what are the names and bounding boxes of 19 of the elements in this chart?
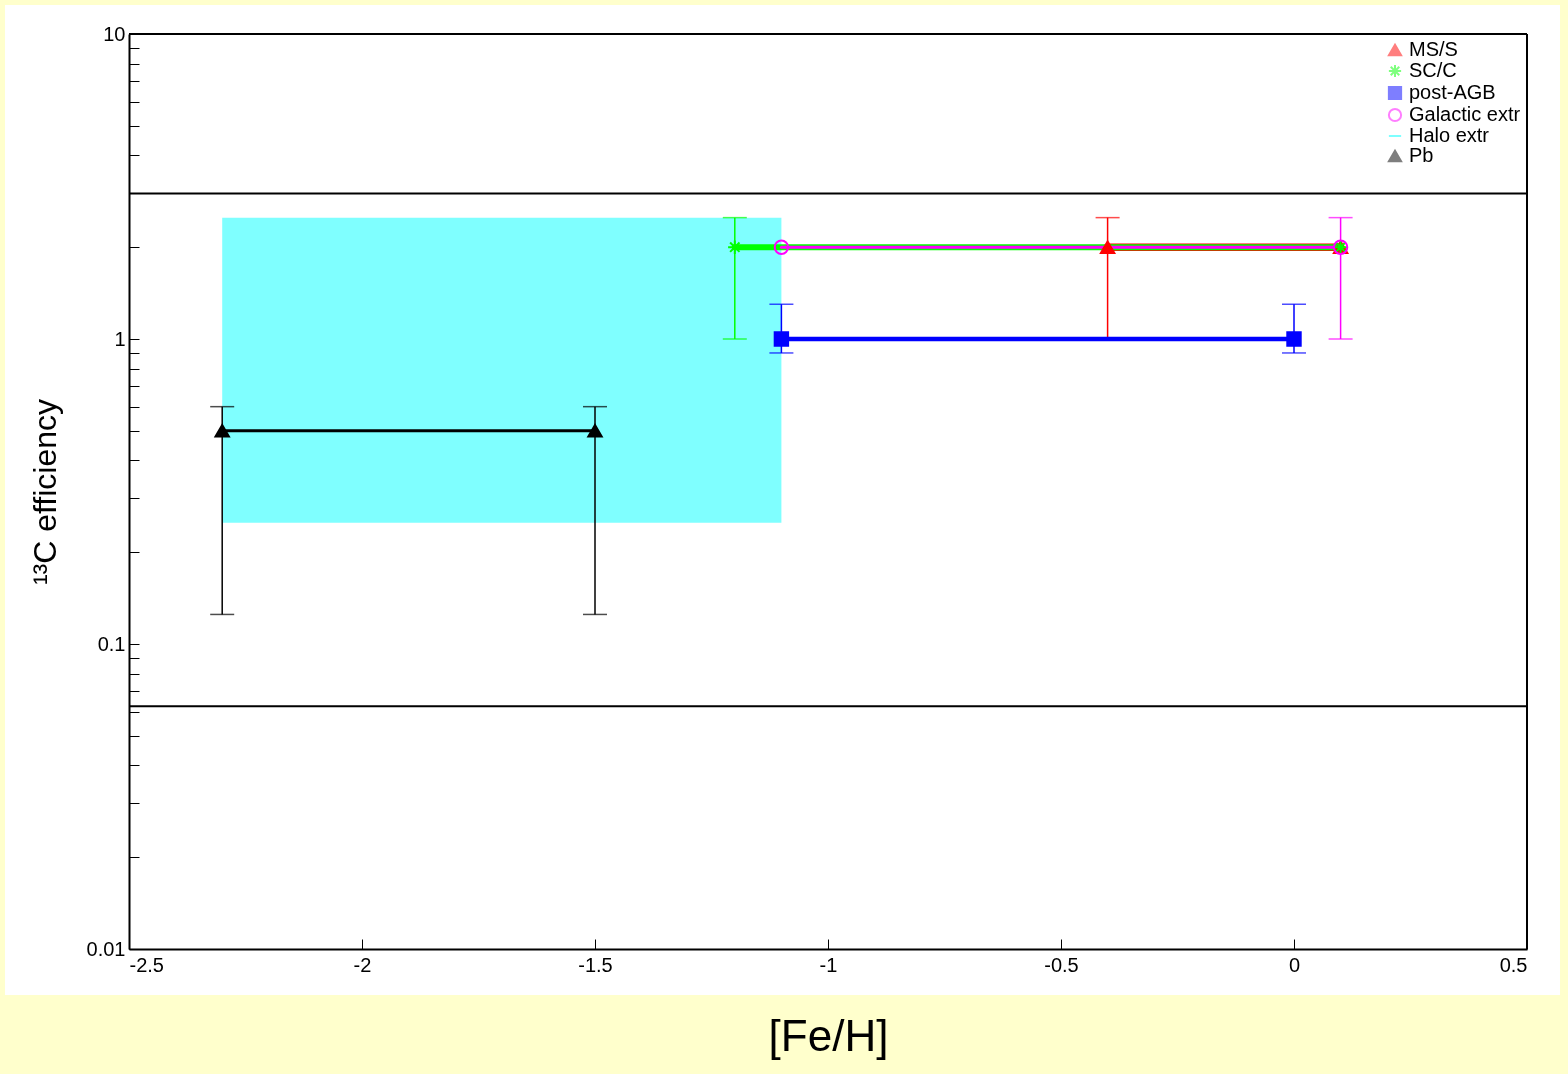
- x-tick-label: -0.5: [1044, 953, 1079, 976]
- x-tick-label: -2: [353, 953, 372, 976]
- legend-label: SC/C: [1409, 59, 1457, 81]
- y-tick-label: 0.1: [97, 632, 126, 655]
- x-tick-label: 0: [1288, 953, 1301, 976]
- legend-label: Galactic extr: [1409, 103, 1521, 125]
- y-axis-title: ¹³C efficiency: [26, 398, 63, 586]
- x-tick-label: -1.5: [578, 953, 613, 976]
- x-tick-label: -2.5: [129, 953, 164, 976]
- y-tick-label: 1: [114, 327, 126, 350]
- legend-label: Pb: [1409, 144, 1434, 166]
- legend-label: post-AGB: [1409, 81, 1496, 103]
- x-tick-label: -1: [819, 953, 838, 976]
- legend-label: Halo extr: [1409, 124, 1490, 146]
- y-tick-label: 0.01: [86, 937, 126, 960]
- x-tick-label: 0.5: [1499, 953, 1528, 976]
- y-tick-label: 10: [103, 22, 126, 45]
- x-axis-title: [Fe/H]: [768, 1010, 889, 1060]
- legend-label: MS/S: [1409, 38, 1458, 60]
